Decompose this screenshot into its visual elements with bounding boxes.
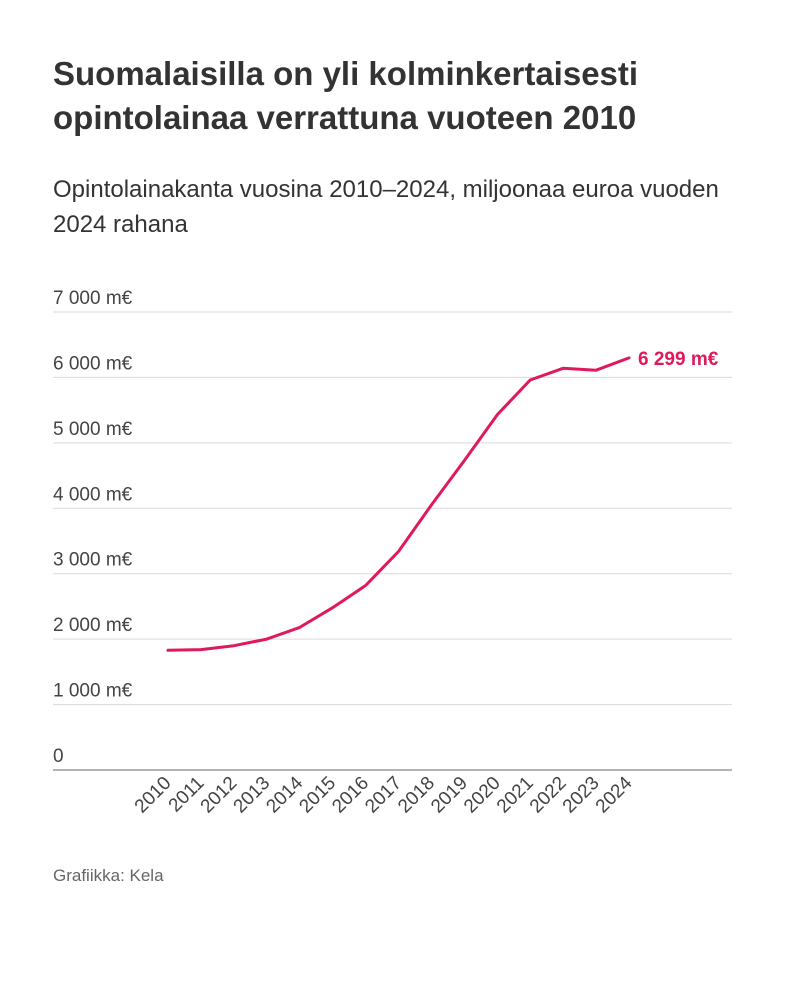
- x-tick-label: 2024: [592, 772, 637, 817]
- chart-subtitle: Opintolainakanta vuosina 2010–2024, milj…: [53, 176, 719, 238]
- y-axis-tick-labels: 0 1 000 m€ 2 000 m€ 3 000 m€ 4 000 m€ 5 000 m…: [53, 288, 133, 767]
- x-tick-label: 2021: [493, 773, 538, 818]
- y-tick-label: 2 000 m€: [53, 615, 133, 636]
- x-tick-label: 2017: [361, 773, 406, 818]
- x-tick-label: 2019: [427, 773, 472, 818]
- gridlines: [53, 311, 732, 771]
- series-line: [166, 356, 631, 652]
- x-tick-label: 2014: [263, 772, 308, 817]
- end-value-label: 6 299 m€: [638, 349, 719, 370]
- x-tick-label: 2020: [460, 773, 505, 818]
- y-tick-label: 4 000 m€: [53, 484, 133, 505]
- source-credit: Grafiikka: Kela: [53, 866, 164, 885]
- line-chart: 0 1 000 m€ 2 000 m€ 3 000 m€ 4 000 m€ 5 000 m…: [53, 288, 732, 817]
- y-tick-label: 1 000 m€: [53, 681, 133, 702]
- x-tick-label: 2023: [559, 773, 604, 818]
- x-axis-tick-labels: 2010201120122013201420152016201720182019…: [131, 772, 637, 817]
- x-tick-label: 2012: [197, 773, 242, 818]
- y-tick-label: 3 000 m€: [53, 550, 133, 571]
- chart-title: Suomalaisilla on yli kolminkertaisesti o…: [53, 55, 639, 136]
- x-tick-label: 2018: [394, 773, 439, 818]
- y-tick-label: 0: [53, 746, 64, 767]
- x-tick-label: 2022: [526, 773, 571, 818]
- y-tick-label: 7 000 m€: [53, 288, 133, 309]
- x-tick-label: 2016: [328, 773, 373, 818]
- x-tick-label: 2010: [131, 773, 176, 818]
- y-tick-label: 5 000 m€: [53, 419, 133, 440]
- series-lines: 6 299 m€: [166, 349, 719, 652]
- y-tick-label: 6 000 m€: [53, 353, 133, 374]
- x-tick-label: 2011: [165, 773, 209, 817]
- x-tick-label: 2015: [295, 773, 340, 818]
- x-tick-label: 2013: [230, 773, 275, 818]
